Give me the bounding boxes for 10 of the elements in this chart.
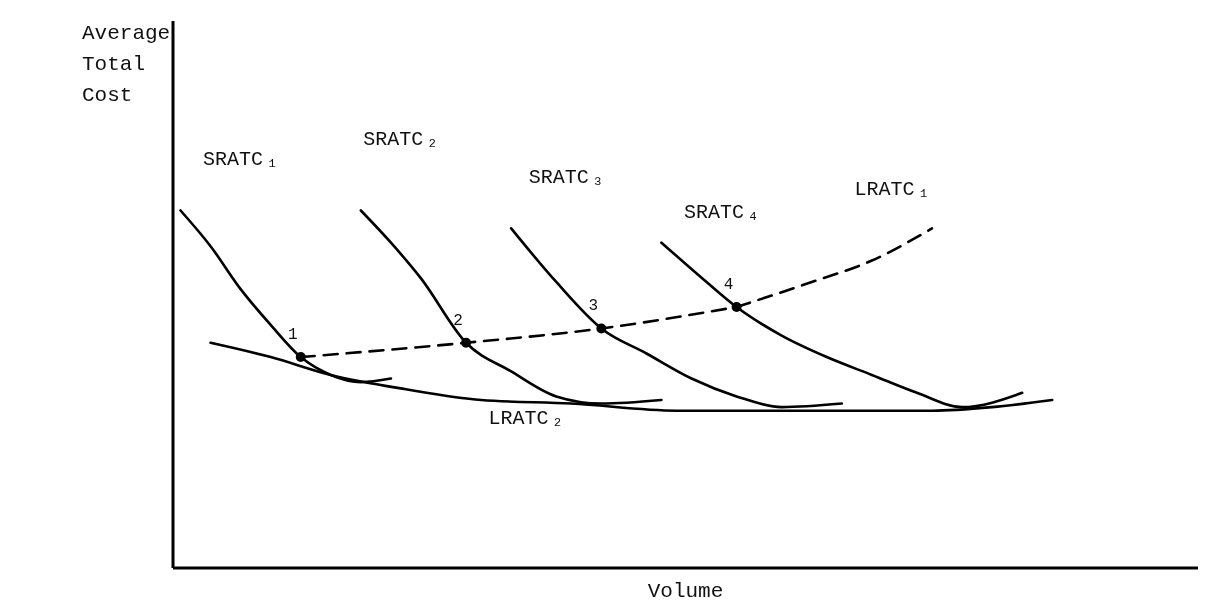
y-axis-title: Average Total Cost [82, 21, 171, 109]
x-axis-title: Volume [646, 580, 725, 603]
annotation: 2 [453, 311, 463, 330]
annotation: 3 [588, 297, 599, 316]
annotation: 4 [723, 276, 734, 295]
point [731, 302, 742, 313]
annotation: 1 [287, 326, 298, 345]
point [461, 337, 472, 348]
point [295, 352, 306, 363]
point [596, 323, 607, 334]
